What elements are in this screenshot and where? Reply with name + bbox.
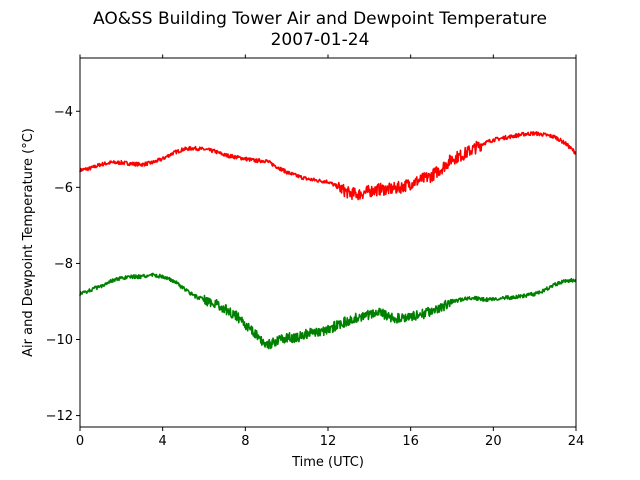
y-tick-label: −10 bbox=[46, 333, 73, 348]
x-tick-label: 24 bbox=[568, 434, 585, 449]
x-axis-label: Time (UTC) bbox=[291, 455, 364, 470]
chart-subtitle: 2007-01-24 bbox=[271, 30, 370, 50]
x-tick-label: 8 bbox=[241, 434, 249, 449]
x-tick-label: 0 bbox=[76, 434, 84, 449]
y-tick-label: −4 bbox=[54, 105, 73, 120]
tick-layer: 0 4 8 12 16 20 24 −12 −10 −8 −6 −4 bbox=[46, 54, 585, 449]
air-temperature-line bbox=[79, 131, 577, 201]
y-tick-label: −12 bbox=[46, 409, 73, 424]
x-tick-label: 12 bbox=[320, 434, 337, 449]
y-axis-label: Air and Dewpoint Temperature (°C) bbox=[21, 128, 36, 357]
dewpoint-temperature-line bbox=[79, 272, 577, 350]
y-tick-label: −6 bbox=[54, 181, 73, 196]
series-layer bbox=[79, 131, 577, 350]
x-tick-label: 20 bbox=[485, 434, 502, 449]
x-tick-label: 16 bbox=[402, 434, 419, 449]
x-tick-label: 4 bbox=[159, 434, 167, 449]
plot-area: 0 4 8 12 16 20 24 −12 −10 −8 −6 −4 bbox=[46, 54, 585, 449]
chart-title: AO&SS Building Tower Air and Dewpoint Te… bbox=[93, 9, 547, 29]
plot-frame bbox=[79, 57, 577, 428]
y-tick-label: −8 bbox=[54, 257, 73, 272]
